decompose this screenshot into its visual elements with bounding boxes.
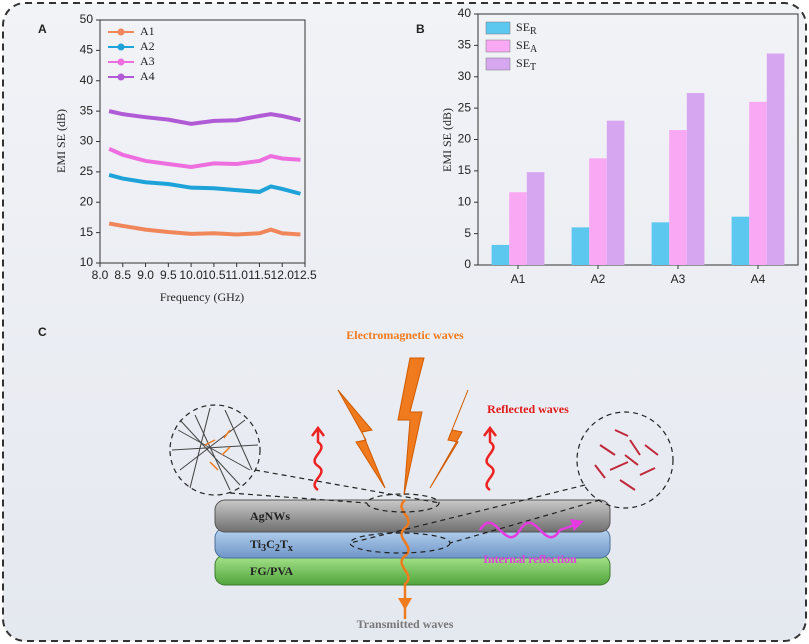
- y-tick-label: 25: [80, 164, 94, 178]
- bar: [669, 130, 687, 265]
- flakes: [594, 429, 659, 491]
- label: Transmitted waves: [357, 617, 454, 631]
- x-tick-label: 12.5: [293, 268, 317, 282]
- layer-label: AgNWs: [250, 509, 290, 523]
- legend-marker: [117, 43, 125, 51]
- x-tick-label: 8.5: [114, 268, 131, 282]
- nanowires: [171, 407, 259, 491]
- y-tick-label: 10: [458, 194, 472, 208]
- bar: [509, 192, 527, 265]
- layer: [214, 499, 611, 533]
- y-tick-label: 20: [458, 132, 472, 146]
- bar: [731, 216, 750, 265]
- bar: [766, 53, 785, 265]
- bar: [491, 244, 510, 265]
- legend-label: SER: [516, 20, 537, 38]
- bar: [749, 101, 767, 265]
- y-tick-label: 50: [80, 12, 94, 26]
- internal-arrow: [478, 521, 576, 539]
- series-line: [108, 146, 301, 170]
- y-tick-label: 15: [458, 163, 472, 177]
- legend-label: SET: [516, 56, 536, 74]
- y-axis-label: EMI SE (dB): [440, 108, 454, 172]
- y-axis-label: EMI SE (dB): [54, 109, 68, 173]
- series-line: [108, 172, 301, 196]
- panel-label: A: [38, 22, 47, 36]
- x-tick-label: 10.5: [202, 268, 226, 282]
- transmitted-arrow: [400, 499, 410, 619]
- bar: [571, 227, 590, 265]
- legend-marker: [117, 73, 125, 81]
- panel-label: B: [416, 22, 425, 36]
- legend-marker: [117, 58, 125, 66]
- layer-label: FG/PVA: [250, 564, 293, 578]
- y-tick-label: 20: [80, 194, 94, 208]
- legend-label: A4: [140, 69, 155, 83]
- label: Internal reflection: [483, 552, 577, 566]
- y-tick-label: 35: [80, 103, 94, 117]
- legend-swatch: [485, 57, 511, 71]
- y-tick-label: 0: [464, 257, 471, 271]
- zoom-guides: [169, 404, 674, 554]
- legend-swatch: [485, 21, 511, 35]
- y-tick-label: 45: [80, 43, 94, 57]
- x-tick-label: A4: [751, 272, 766, 286]
- legend-swatch: [485, 39, 511, 53]
- x-tick-label: 12.0: [271, 268, 295, 282]
- x-tick-label: 11.5: [248, 268, 271, 282]
- x-tick-label: A3: [671, 272, 686, 286]
- y-tick-label: 35: [458, 38, 472, 52]
- x-tick-label: A1: [511, 272, 526, 286]
- bolts: [337, 357, 469, 496]
- x-tick-label: A2: [591, 272, 606, 286]
- x-tick-label: 9.0: [137, 268, 154, 282]
- bar: [606, 120, 625, 265]
- y-tick-label: 40: [458, 6, 472, 20]
- diagram: Electromagnetic waves Reflected waves Ag…: [169, 328, 674, 631]
- x-tick-label: 11.0: [225, 268, 248, 282]
- y-tick-label: 25: [458, 100, 472, 114]
- series-line: [108, 109, 301, 126]
- bar: [686, 93, 705, 265]
- label: Reflected waves: [487, 402, 569, 416]
- bar: [651, 222, 670, 265]
- legend-label: SEA: [516, 38, 538, 56]
- y-tick-label: 30: [458, 69, 472, 83]
- legend-label: A2: [140, 39, 155, 53]
- x-axis-label: Frequency (GHz): [160, 290, 244, 304]
- layer-label: Ti3C2Tx: [250, 537, 293, 555]
- bar: [526, 172, 545, 265]
- y-tick-label: 10: [80, 255, 94, 269]
- y-tick-label: 30: [80, 134, 94, 148]
- y-tick-label: 40: [80, 73, 94, 87]
- x-tick-label: 10.0: [179, 268, 203, 282]
- legend-label: A3: [140, 54, 155, 68]
- legend-marker: [117, 28, 125, 36]
- y-tick-label: 15: [80, 225, 94, 239]
- series-line: [108, 221, 301, 237]
- reflected-arrows: [311, 425, 497, 492]
- arrowhead: [398, 598, 412, 610]
- label: Electromagnetic waves: [346, 328, 464, 342]
- x-tick-label: 8.0: [92, 268, 109, 282]
- y-tick-label: 5: [464, 226, 471, 240]
- bar: [589, 158, 607, 265]
- small-arrows: [204, 429, 231, 471]
- x-tick-label: 9.5: [160, 268, 177, 282]
- arrowhead: [570, 519, 584, 531]
- panel-label: C: [38, 325, 47, 339]
- legend-label: A1: [140, 24, 155, 38]
